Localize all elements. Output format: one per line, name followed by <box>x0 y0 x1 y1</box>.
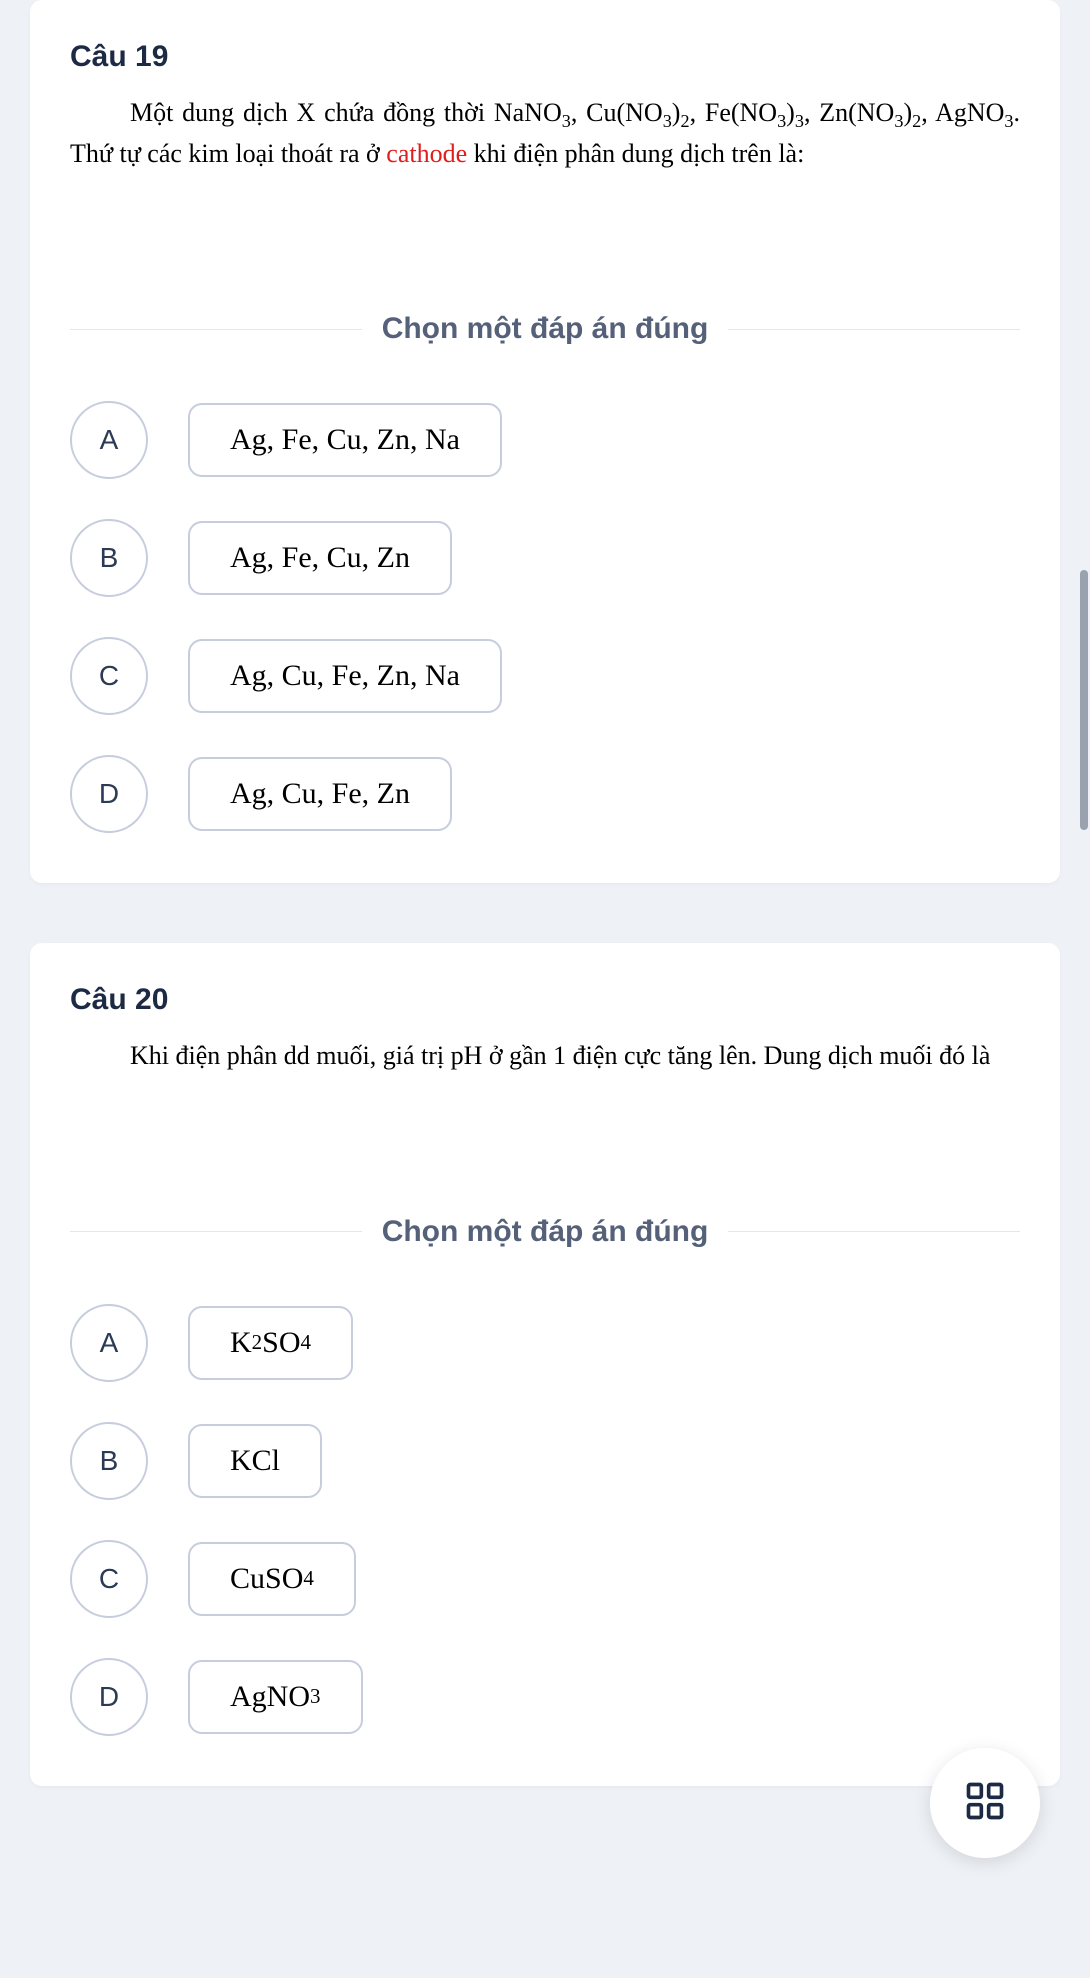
option-text-c[interactable]: Ag, Cu, Fe, Zn, Na <box>188 639 502 713</box>
option-row: D AgNO3 <box>70 1658 1020 1736</box>
option-letter-a[interactable]: A <box>70 401 148 479</box>
question-card: Câu 19 Một dung dịch X chứa đồng thời Na… <box>30 0 1060 883</box>
option-letter-d[interactable]: D <box>70 755 148 833</box>
grid-icon <box>963 1779 1007 1828</box>
option-row: D Ag, Cu, Fe, Zn <box>70 755 1020 833</box>
option-letter-a[interactable]: A <box>70 1304 148 1382</box>
option-letter-c[interactable]: C <box>70 637 148 715</box>
options-list: A Ag, Fe, Cu, Zn, Na B Ag, Fe, Cu, Zn C … <box>70 401 1020 833</box>
option-row: A Ag, Fe, Cu, Zn, Na <box>70 401 1020 479</box>
instruction-text: Chọn một đáp án đúng <box>362 312 729 346</box>
question-card: Câu 20 Khi điện phân dd muối, giá trị pH… <box>30 943 1060 1786</box>
instruction-divider: Chọn một đáp án đúng <box>70 1215 1020 1249</box>
option-text-a[interactable]: K2SO4 <box>188 1306 353 1380</box>
option-letter-b[interactable]: B <box>70 519 148 597</box>
question-title: Câu 19 <box>70 40 1020 74</box>
option-row: C Ag, Cu, Fe, Zn, Na <box>70 637 1020 715</box>
grid-menu-button[interactable] <box>930 1748 1040 1858</box>
option-letter-d[interactable]: D <box>70 1658 148 1736</box>
question-body: Khi điện phân dd muối, giá trị pH ở gần … <box>70 1037 1020 1075</box>
question-title: Câu 20 <box>70 983 1020 1017</box>
option-row: B Ag, Fe, Cu, Zn <box>70 519 1020 597</box>
divider-line <box>728 329 1020 330</box>
option-letter-b[interactable]: B <box>70 1422 148 1500</box>
instruction-text: Chọn một đáp án đúng <box>362 1215 729 1249</box>
option-letter-c[interactable]: C <box>70 1540 148 1618</box>
option-text-b[interactable]: KCl <box>188 1424 322 1498</box>
scrollbar-thumb[interactable] <box>1080 570 1088 830</box>
option-text-c[interactable]: CuSO4 <box>188 1542 356 1616</box>
option-text-d[interactable]: AgNO3 <box>188 1660 363 1734</box>
option-row: C CuSO4 <box>70 1540 1020 1618</box>
question-body: Một dung dịch X chứa đồng thời NaNO3, Cu… <box>70 94 1020 172</box>
divider-line <box>728 1231 1020 1232</box>
divider-line <box>70 1231 362 1232</box>
divider-line <box>70 329 362 330</box>
option-row: B KCl <box>70 1422 1020 1500</box>
instruction-divider: Chọn một đáp án đúng <box>70 312 1020 346</box>
options-list: A K2SO4 B KCl C CuSO4 D AgNO3 <box>70 1304 1020 1736</box>
option-text-a[interactable]: Ag, Fe, Cu, Zn, Na <box>188 403 502 477</box>
option-text-b[interactable]: Ag, Fe, Cu, Zn <box>188 521 452 595</box>
option-text-d[interactable]: Ag, Cu, Fe, Zn <box>188 757 452 831</box>
option-row: A K2SO4 <box>70 1304 1020 1382</box>
